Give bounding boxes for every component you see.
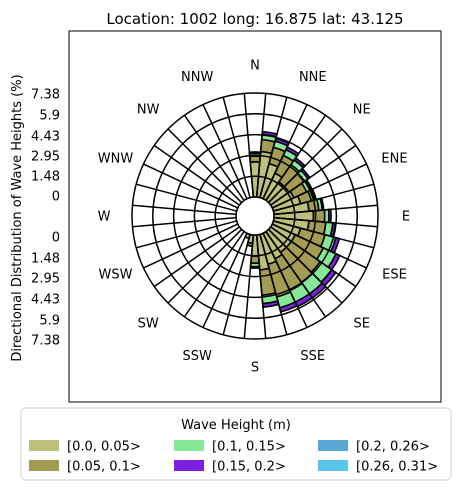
grid-spoke-14 bbox=[265, 231, 327, 318]
direction-labels: N NNE NE ENE E ESE SE SSE S SSW SW WSW W WNW NW NNW bbox=[98, 59, 411, 376]
legend-label-3: [0.15, 0.2> bbox=[212, 460, 286, 475]
radial-tick-lower-2: 2.95 bbox=[31, 272, 60, 287]
grid-spoke-32 bbox=[183, 114, 245, 201]
grid-spoke-3 bbox=[265, 114, 327, 201]
direction-label-ese: ESE bbox=[382, 267, 407, 282]
grid-spoke-31 bbox=[167, 128, 243, 204]
direction-label-sse: SSE bbox=[300, 349, 325, 364]
radial-tick-upper-2: 2.95 bbox=[31, 150, 60, 165]
grid-spoke-9 bbox=[273, 216, 378, 228]
grid-ring-4 bbox=[152, 113, 358, 319]
grid-spoke-1 bbox=[259, 96, 288, 198]
legend-swatch-3 bbox=[174, 460, 204, 471]
grid-spoke-22 bbox=[167, 228, 243, 304]
grid-spoke-35 bbox=[243, 93, 255, 198]
plot-frame bbox=[68, 30, 442, 403]
grid-spoke-34 bbox=[222, 96, 251, 198]
direction-label-s: S bbox=[251, 361, 259, 376]
legend-label-2: [0.1, 0.15> bbox=[212, 440, 286, 455]
radial-tick-lower-0: 0 bbox=[52, 231, 60, 246]
grid-spoke-28 bbox=[135, 183, 237, 212]
polar-grid bbox=[131, 92, 379, 340]
direction-label-wnw: WNW bbox=[98, 152, 134, 167]
grid-spoke-21 bbox=[183, 231, 245, 318]
grid-spoke-6 bbox=[271, 163, 367, 209]
direction-label-se: SE bbox=[354, 316, 370, 331]
grid-spoke-13 bbox=[267, 228, 343, 304]
grid-spoke-29 bbox=[143, 163, 239, 209]
grid-spoke-11 bbox=[271, 223, 367, 269]
radial-tick-upper-1: 1.48 bbox=[31, 170, 60, 185]
grid-spoke-0 bbox=[255, 93, 267, 198]
direction-label-nw: NW bbox=[137, 103, 160, 118]
radial-tick-lower-3: 4.43 bbox=[31, 293, 60, 308]
grid-spoke-4 bbox=[267, 128, 343, 204]
grid-spoke-23 bbox=[153, 226, 240, 288]
grid-spoke-17 bbox=[255, 234, 267, 339]
grid-ring-2 bbox=[193, 154, 317, 278]
direction-label-ene: ENE bbox=[381, 152, 407, 167]
y-axis-label: Directional Distribution of Wave Heights… bbox=[10, 74, 25, 361]
grid-spoke-5 bbox=[270, 144, 357, 206]
radial-tick-upper-3: 4.43 bbox=[31, 130, 60, 145]
legend-label-1: [0.05, 0.1> bbox=[67, 460, 141, 475]
chart-title: Location: 1002 long: 16.875 lat: 43.125 bbox=[106, 10, 403, 28]
grid-spoke-18 bbox=[243, 234, 255, 339]
grid-spoke-15 bbox=[262, 232, 308, 328]
direction-label-e: E bbox=[402, 210, 410, 225]
legend-swatch-2 bbox=[174, 440, 204, 451]
radial-tick-lower-1: 1.48 bbox=[31, 252, 60, 267]
direction-label-wsw: WSW bbox=[99, 267, 133, 282]
direction-label-nne: NNE bbox=[299, 70, 327, 85]
legend-label-0: [0.0, 0.05> bbox=[67, 440, 141, 455]
grid-spoke-26 bbox=[132, 216, 237, 228]
legend-swatch-0 bbox=[29, 440, 59, 451]
grid-spoke-10 bbox=[273, 220, 375, 249]
center-hole bbox=[235, 196, 275, 236]
grid-spoke-12 bbox=[270, 226, 357, 288]
legend: Wave Height (m) [0.0, 0.05> [0.05, 0.1> [0.… bbox=[20, 407, 452, 481]
legend-title: Wave Height (m) bbox=[181, 418, 291, 433]
direction-label-ne: NE bbox=[353, 103, 371, 118]
direction-label-sw: SW bbox=[138, 316, 159, 331]
direction-label-n: N bbox=[250, 59, 260, 74]
grid-spoke-7 bbox=[273, 183, 375, 212]
radial-tick-lower-5: 7.38 bbox=[31, 334, 60, 349]
grid-spoke-24 bbox=[143, 223, 239, 269]
legend-label-5: [0.26, 0.31> bbox=[356, 460, 438, 475]
legend-label-4: [0.2, 0.26> bbox=[356, 440, 430, 455]
grid-spoke-33 bbox=[202, 104, 248, 200]
radial-tick-upper-0: 0 bbox=[52, 190, 60, 205]
grid-spoke-8 bbox=[273, 204, 378, 216]
grid-spoke-25 bbox=[135, 220, 237, 249]
grid-spoke-19 bbox=[222, 234, 251, 336]
grid-spoke-27 bbox=[132, 204, 237, 216]
legend-swatch-1 bbox=[29, 460, 59, 471]
bar-sector-8-bin-3 bbox=[327, 208, 332, 224]
bar-sector-17-bin-3 bbox=[249, 265, 261, 269]
radial-tick-labels: 0 0 1.48 1.48 2.95 2.95 4.43 4.43 5.9 5.9 7.38 7.38 bbox=[31, 88, 60, 349]
legend-swatch-5 bbox=[318, 460, 348, 471]
grid-ring-5 bbox=[131, 92, 379, 340]
bar-sector-20-bin-3 bbox=[248, 151, 262, 155]
grid-spoke-30 bbox=[153, 144, 240, 206]
grid-spoke-16 bbox=[259, 234, 288, 336]
radial-tick-upper-4: 5.9 bbox=[39, 109, 60, 124]
direction-label-nnw: NNW bbox=[181, 70, 213, 85]
direction-label-ssw: SSW bbox=[183, 349, 213, 364]
grid-ring-3 bbox=[172, 133, 338, 299]
radial-tick-lower-4: 5.9 bbox=[39, 314, 60, 329]
direction-label-w: W bbox=[98, 210, 111, 225]
grid-spoke-20 bbox=[202, 232, 248, 328]
legend-swatch-4 bbox=[318, 440, 348, 451]
grid-spoke-2 bbox=[262, 104, 308, 200]
radial-tick-upper-5: 7.38 bbox=[31, 88, 60, 103]
grid-ring-1 bbox=[214, 175, 296, 257]
